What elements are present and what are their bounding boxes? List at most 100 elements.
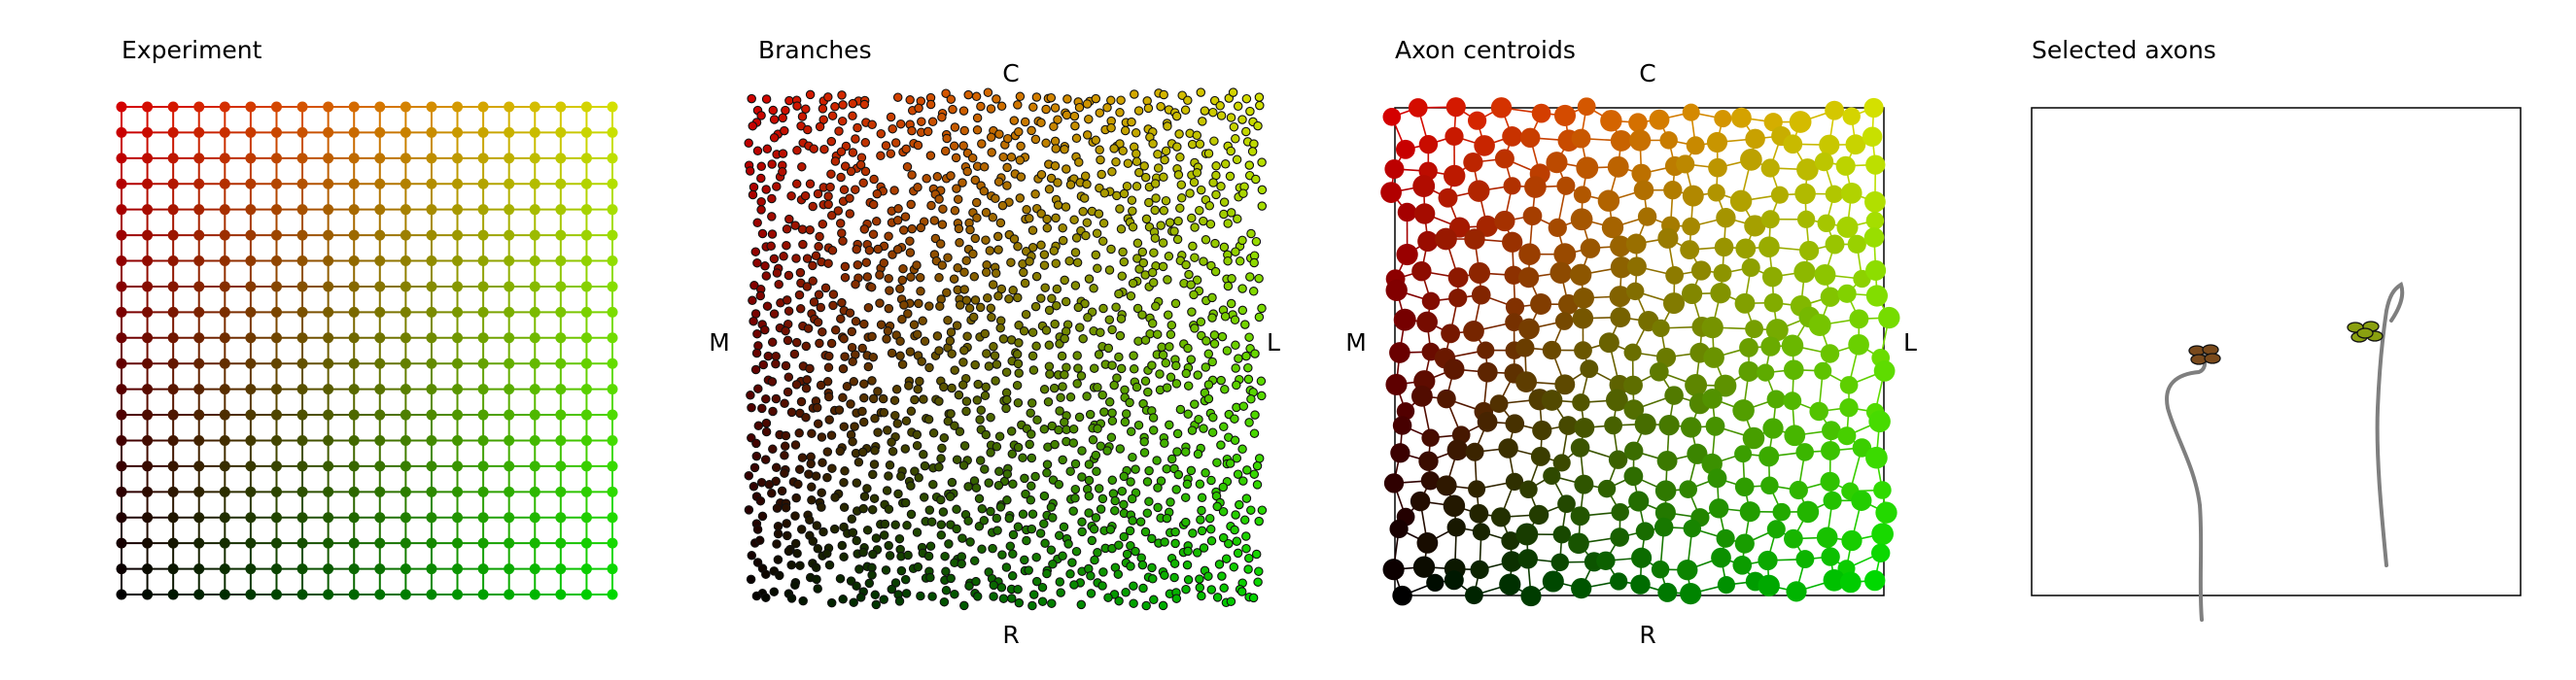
grid-point xyxy=(116,357,127,369)
grid-point xyxy=(142,229,154,241)
branch-point xyxy=(1252,460,1263,471)
branch-point xyxy=(1216,440,1226,450)
branch-point xyxy=(1036,169,1047,180)
branch-point xyxy=(1018,509,1028,520)
grid-point xyxy=(296,460,308,472)
panel-selected-axons: Selected axons xyxy=(2031,36,2522,622)
branch-point xyxy=(972,125,983,135)
grid-point xyxy=(348,486,360,497)
branch-point xyxy=(1257,201,1268,211)
centroid-point xyxy=(1758,446,1780,467)
branch-point xyxy=(1186,465,1197,476)
branch-point xyxy=(1062,362,1071,372)
branch-point xyxy=(1204,513,1215,524)
branch-point xyxy=(857,343,867,354)
grid-point xyxy=(142,434,154,446)
centroid-point xyxy=(1573,287,1595,309)
branch-point xyxy=(1027,600,1037,611)
centroid-point xyxy=(1713,263,1732,283)
centroid-point xyxy=(1494,210,1515,232)
branch-point xyxy=(1195,205,1204,216)
branch-point xyxy=(1231,340,1240,351)
centroid-point xyxy=(1598,332,1619,354)
branch-point xyxy=(1014,321,1024,330)
branch-point xyxy=(1201,468,1210,478)
branch-point xyxy=(839,552,849,562)
branch-point xyxy=(1257,303,1267,314)
branch-point xyxy=(870,414,880,424)
branch-point xyxy=(792,146,802,155)
centroid-point xyxy=(1522,206,1543,226)
branch-point xyxy=(771,351,781,361)
centroid-point xyxy=(1657,227,1679,249)
grid-point xyxy=(504,409,515,421)
centroid-point xyxy=(1530,292,1552,316)
branch-point xyxy=(1001,367,1012,377)
centroid-point xyxy=(1677,560,1698,581)
branch-point xyxy=(1020,555,1029,565)
branch-point xyxy=(869,459,880,469)
grid-point xyxy=(116,434,127,446)
centroid-point xyxy=(1410,491,1431,512)
grid-point xyxy=(348,563,360,575)
grid-point xyxy=(426,126,437,138)
branch-point xyxy=(1068,424,1079,434)
branch-point xyxy=(777,486,787,496)
branch-point xyxy=(1069,111,1080,121)
centroid-point xyxy=(1835,155,1856,176)
grid-point xyxy=(219,306,230,318)
grid-point xyxy=(348,126,360,138)
centroid-point xyxy=(1682,103,1700,121)
branch-point xyxy=(1138,583,1148,594)
grid-point xyxy=(348,178,360,189)
centroid-point xyxy=(1664,386,1684,405)
grid-point xyxy=(323,153,334,164)
centroid-point xyxy=(1505,414,1525,434)
branch-point xyxy=(896,471,906,481)
centroid-point xyxy=(1570,208,1593,231)
branch-point xyxy=(1151,301,1161,312)
branch-point xyxy=(1166,329,1176,340)
grid-point xyxy=(296,409,308,421)
centroid-point xyxy=(1611,502,1629,522)
branch-point xyxy=(862,272,873,282)
grid-point xyxy=(607,512,618,524)
branch-point xyxy=(1245,272,1255,282)
branch-point xyxy=(1143,103,1154,114)
branch-point xyxy=(790,440,801,450)
branch-point xyxy=(905,248,916,257)
branch-point xyxy=(914,103,923,114)
branch-point xyxy=(1188,241,1198,252)
branch-point xyxy=(783,335,793,346)
branch-point xyxy=(1019,326,1029,336)
grid-point xyxy=(270,434,282,446)
branch-point xyxy=(761,569,771,579)
centroid-point xyxy=(1385,373,1408,395)
centroid-point xyxy=(1862,126,1883,147)
grid-point xyxy=(296,229,308,241)
branch-point xyxy=(1098,219,1109,228)
centroid-point xyxy=(1809,401,1828,422)
branch-point xyxy=(915,272,925,283)
branch-point xyxy=(1238,401,1249,411)
panel-experiment: Experiment xyxy=(116,36,618,600)
branch-point xyxy=(1030,134,1041,145)
branch-point xyxy=(1081,230,1091,241)
branch-point xyxy=(748,316,758,326)
branch-point xyxy=(1015,155,1026,165)
branch-point xyxy=(769,254,780,264)
branch-point xyxy=(1171,594,1182,603)
branch-point xyxy=(1199,543,1209,553)
grid-point xyxy=(245,563,257,575)
branch-point xyxy=(808,201,818,212)
branch-point xyxy=(871,599,882,610)
branch-point xyxy=(1118,247,1128,257)
branch-point xyxy=(1065,392,1076,402)
branch-point xyxy=(1106,244,1116,255)
centroid-point xyxy=(1820,287,1841,307)
grid-point xyxy=(580,434,592,446)
centroid-point xyxy=(1519,127,1541,149)
grid-point xyxy=(529,384,540,395)
centroid-point xyxy=(1820,344,1840,363)
grid-point xyxy=(555,204,567,216)
